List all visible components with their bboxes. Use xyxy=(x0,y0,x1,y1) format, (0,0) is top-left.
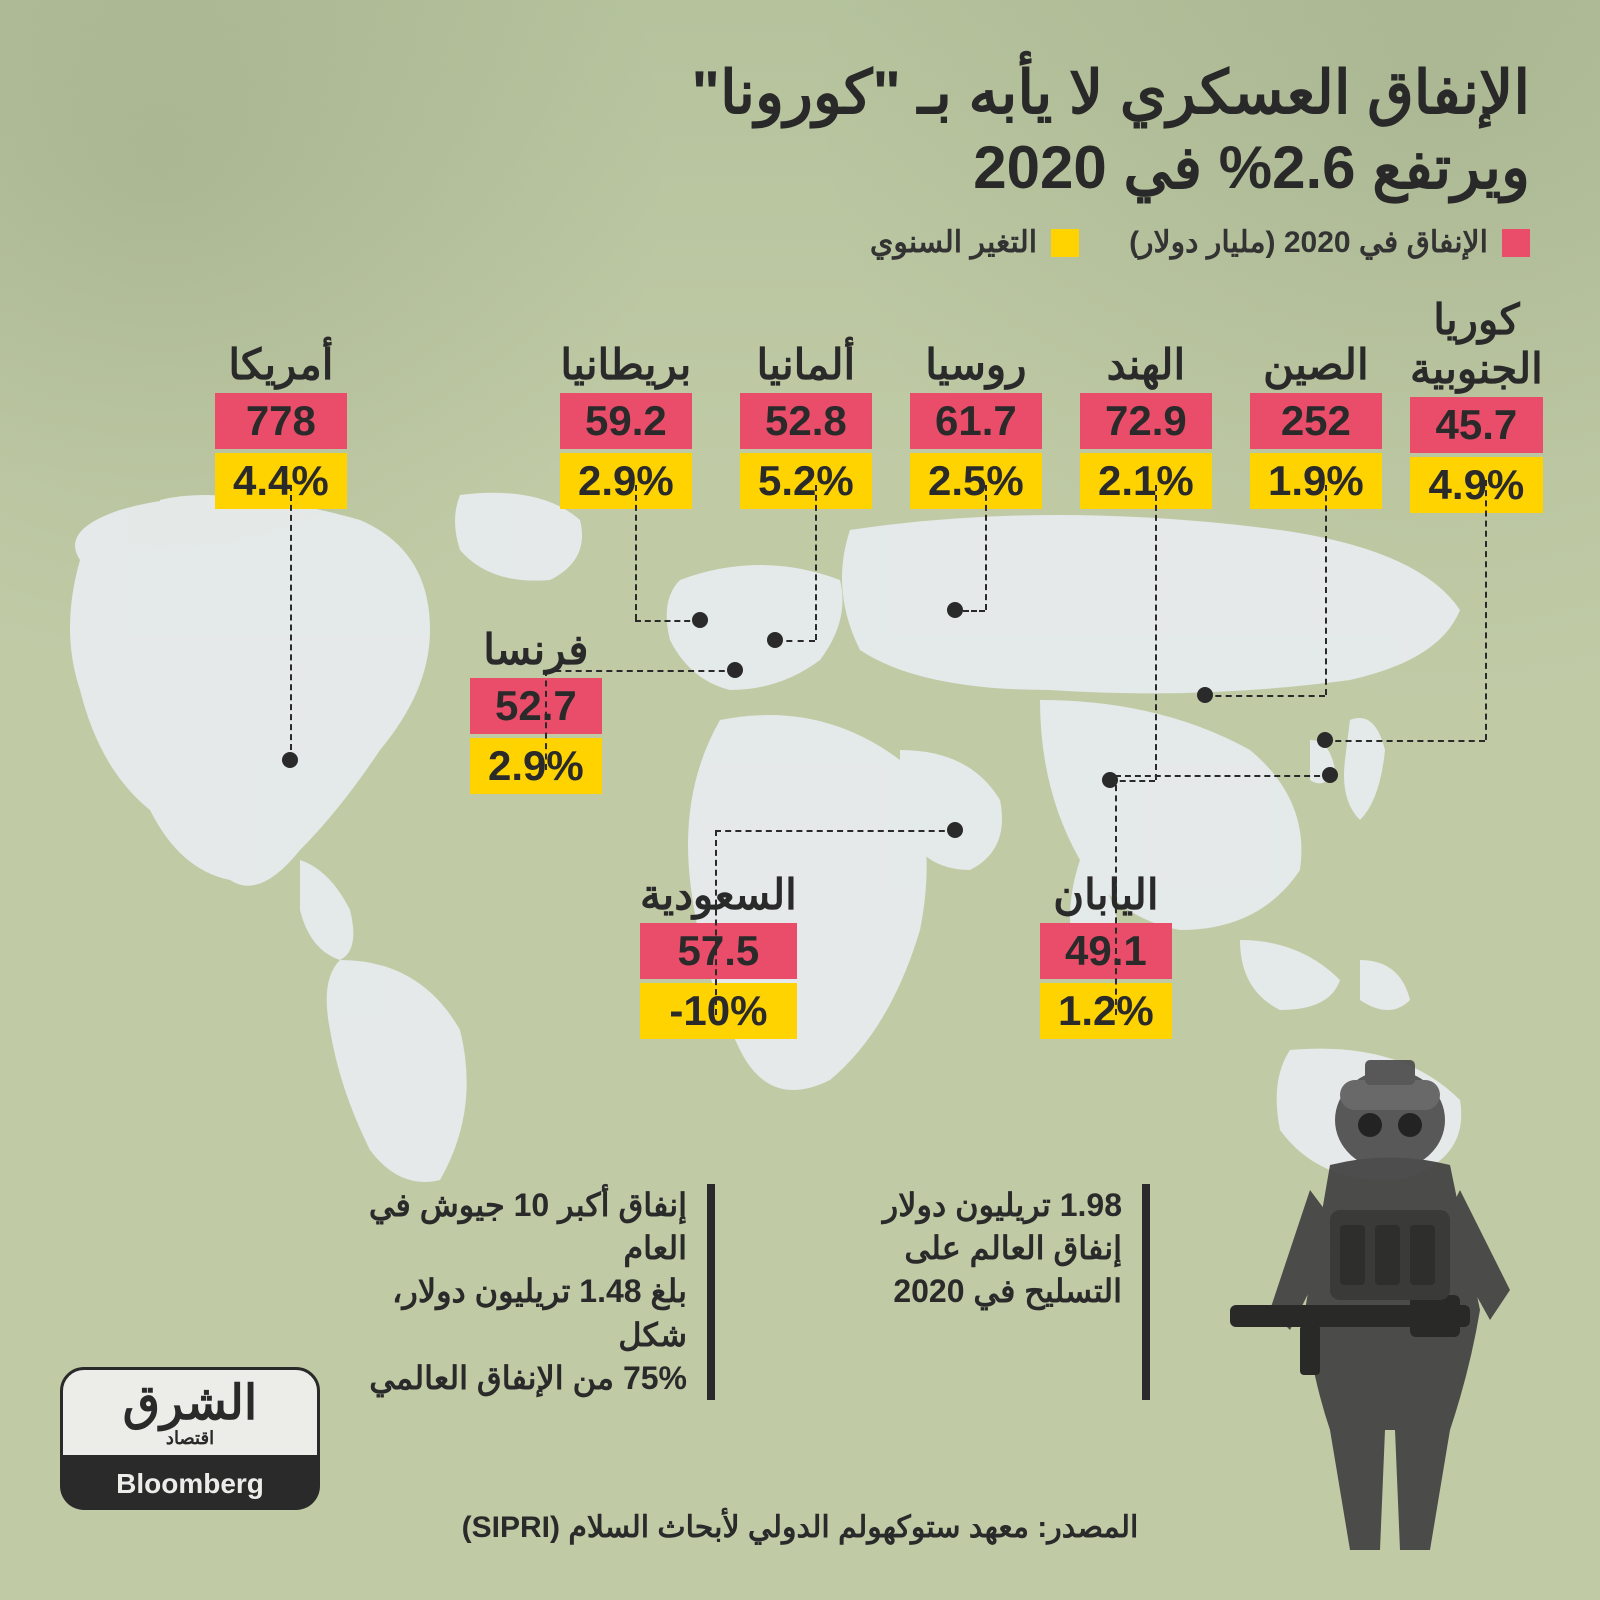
leader-line xyxy=(1325,740,1485,742)
country-callout: السعودية57.510%- xyxy=(640,870,797,1039)
footer-blocks: 1.98 تريليون دولارإنفاق العالم علىالتسلي… xyxy=(320,1184,1150,1400)
change-badge: 1.9% xyxy=(1250,453,1382,509)
leader-line xyxy=(1485,480,1487,740)
change-badge: 1.2% xyxy=(1040,983,1172,1039)
country-name: الهند xyxy=(1080,340,1212,389)
spending-badge: 57.5 xyxy=(640,923,797,979)
spending-badge: 61.7 xyxy=(910,393,1042,449)
leader-line xyxy=(545,670,735,672)
logo-sub: اقتصاد xyxy=(63,1428,317,1449)
spending-badge: 45.7 xyxy=(1410,397,1543,453)
swatch-yellow xyxy=(1051,229,1079,257)
country-name: أمريكا xyxy=(215,340,347,389)
country-callout: كورياالجنوبية45.74.9% xyxy=(1410,295,1543,513)
country-callout: أمريكا7784.4% xyxy=(215,340,347,509)
logo-arabic: الشرق xyxy=(63,1380,317,1428)
legend-item-spending: الإنفاق في 2020 (مليار دولار) xyxy=(1129,225,1530,260)
title-line-2: ويرتفع 2.6% في 2020 xyxy=(70,130,1530,205)
leader-line xyxy=(1205,695,1325,697)
spending-badge: 252 xyxy=(1250,393,1382,449)
leader-line xyxy=(290,485,292,760)
country-name: اليابان xyxy=(1040,870,1172,919)
change-badge: 4.9% xyxy=(1410,457,1543,513)
country-callout: الصين2521.9% xyxy=(1250,340,1382,509)
spending-badge: 52.7 xyxy=(470,678,602,734)
country-name: ألمانيا xyxy=(740,340,872,389)
country-name: السعودية xyxy=(640,870,797,919)
footer-block-1: 1.98 تريليون دولارإنفاق العالم علىالتسلي… xyxy=(755,1184,1150,1400)
country-callout: فرنسا52.72.9% xyxy=(470,625,602,794)
leader-line xyxy=(815,485,817,640)
change-badge: 2.9% xyxy=(470,738,602,794)
leader-line xyxy=(1325,485,1327,695)
change-badge: 10%- xyxy=(640,983,797,1039)
legend-item-change: التغير السنوي xyxy=(870,225,1079,260)
country-callout: ألمانيا52.85.2% xyxy=(740,340,872,509)
title-line-1: الإنفاق العسكري لا يأبه بـ "كورونا" xyxy=(70,55,1530,130)
change-badge: 2.9% xyxy=(560,453,692,509)
country-name: فرنسا xyxy=(470,625,602,674)
legend: الإنفاق في 2020 (مليار دولار) التغير الس… xyxy=(870,225,1530,260)
country-callout: روسيا61.72.5% xyxy=(910,340,1042,509)
source-attribution: المصدر: معهد ستوكهولم الدولي لأبحاث السل… xyxy=(0,1510,1600,1545)
country-callout: الهند72.92.1% xyxy=(1080,340,1212,509)
country-name: بريطانيا xyxy=(560,340,692,389)
footer-block-2: إنفاق أكبر 10 جيوش في العامبلغ 1.48 تريل… xyxy=(320,1184,715,1400)
country-name: روسيا xyxy=(910,340,1042,389)
soldier-illustration xyxy=(1190,1050,1570,1570)
leader-line xyxy=(715,830,955,832)
swatch-pink xyxy=(1502,229,1530,257)
change-badge: 2.5% xyxy=(910,453,1042,509)
spending-badge: 52.8 xyxy=(740,393,872,449)
leader-line xyxy=(775,640,815,642)
logo-bloomberg: Bloomberg xyxy=(60,1468,320,1500)
change-badge: 4.4% xyxy=(215,453,347,509)
change-badge: 5.2% xyxy=(740,453,872,509)
spending-badge: 72.9 xyxy=(1080,393,1212,449)
leader-line xyxy=(635,485,637,620)
spending-badge: 778 xyxy=(215,393,347,449)
country-name: الصين xyxy=(1250,340,1382,389)
change-badge: 2.1% xyxy=(1080,453,1212,509)
country-name: كورياالجنوبية xyxy=(1410,295,1543,393)
leader-line xyxy=(985,485,987,610)
country-callout: بريطانيا59.22.9% xyxy=(560,340,692,509)
leader-line xyxy=(1115,775,1330,777)
leader-line xyxy=(1155,485,1157,780)
logo-bottom: Bloomberg xyxy=(60,1458,320,1510)
country-callout: اليابان49.11.2% xyxy=(1040,870,1172,1039)
legend-label-spending: الإنفاق في 2020 (مليار دولار) xyxy=(1129,225,1488,260)
leader-line xyxy=(1115,775,1117,1015)
leader-line xyxy=(635,620,700,622)
legend-label-change: التغير السنوي xyxy=(870,225,1037,260)
leader-line xyxy=(955,610,985,612)
publisher-logo: الشرق اقتصاد Bloomberg xyxy=(60,1367,320,1510)
logo-top: الشرق اقتصاد xyxy=(60,1367,320,1458)
spending-badge: 59.2 xyxy=(560,393,692,449)
leader-line xyxy=(715,830,717,1015)
leader-line xyxy=(545,670,547,770)
infographic-canvas: الإنفاق العسكري لا يأبه بـ "كورونا" ويرت… xyxy=(0,0,1600,1600)
spending-badge: 49.1 xyxy=(1040,923,1172,979)
page-title: الإنفاق العسكري لا يأبه بـ "كورونا" ويرت… xyxy=(70,55,1530,205)
